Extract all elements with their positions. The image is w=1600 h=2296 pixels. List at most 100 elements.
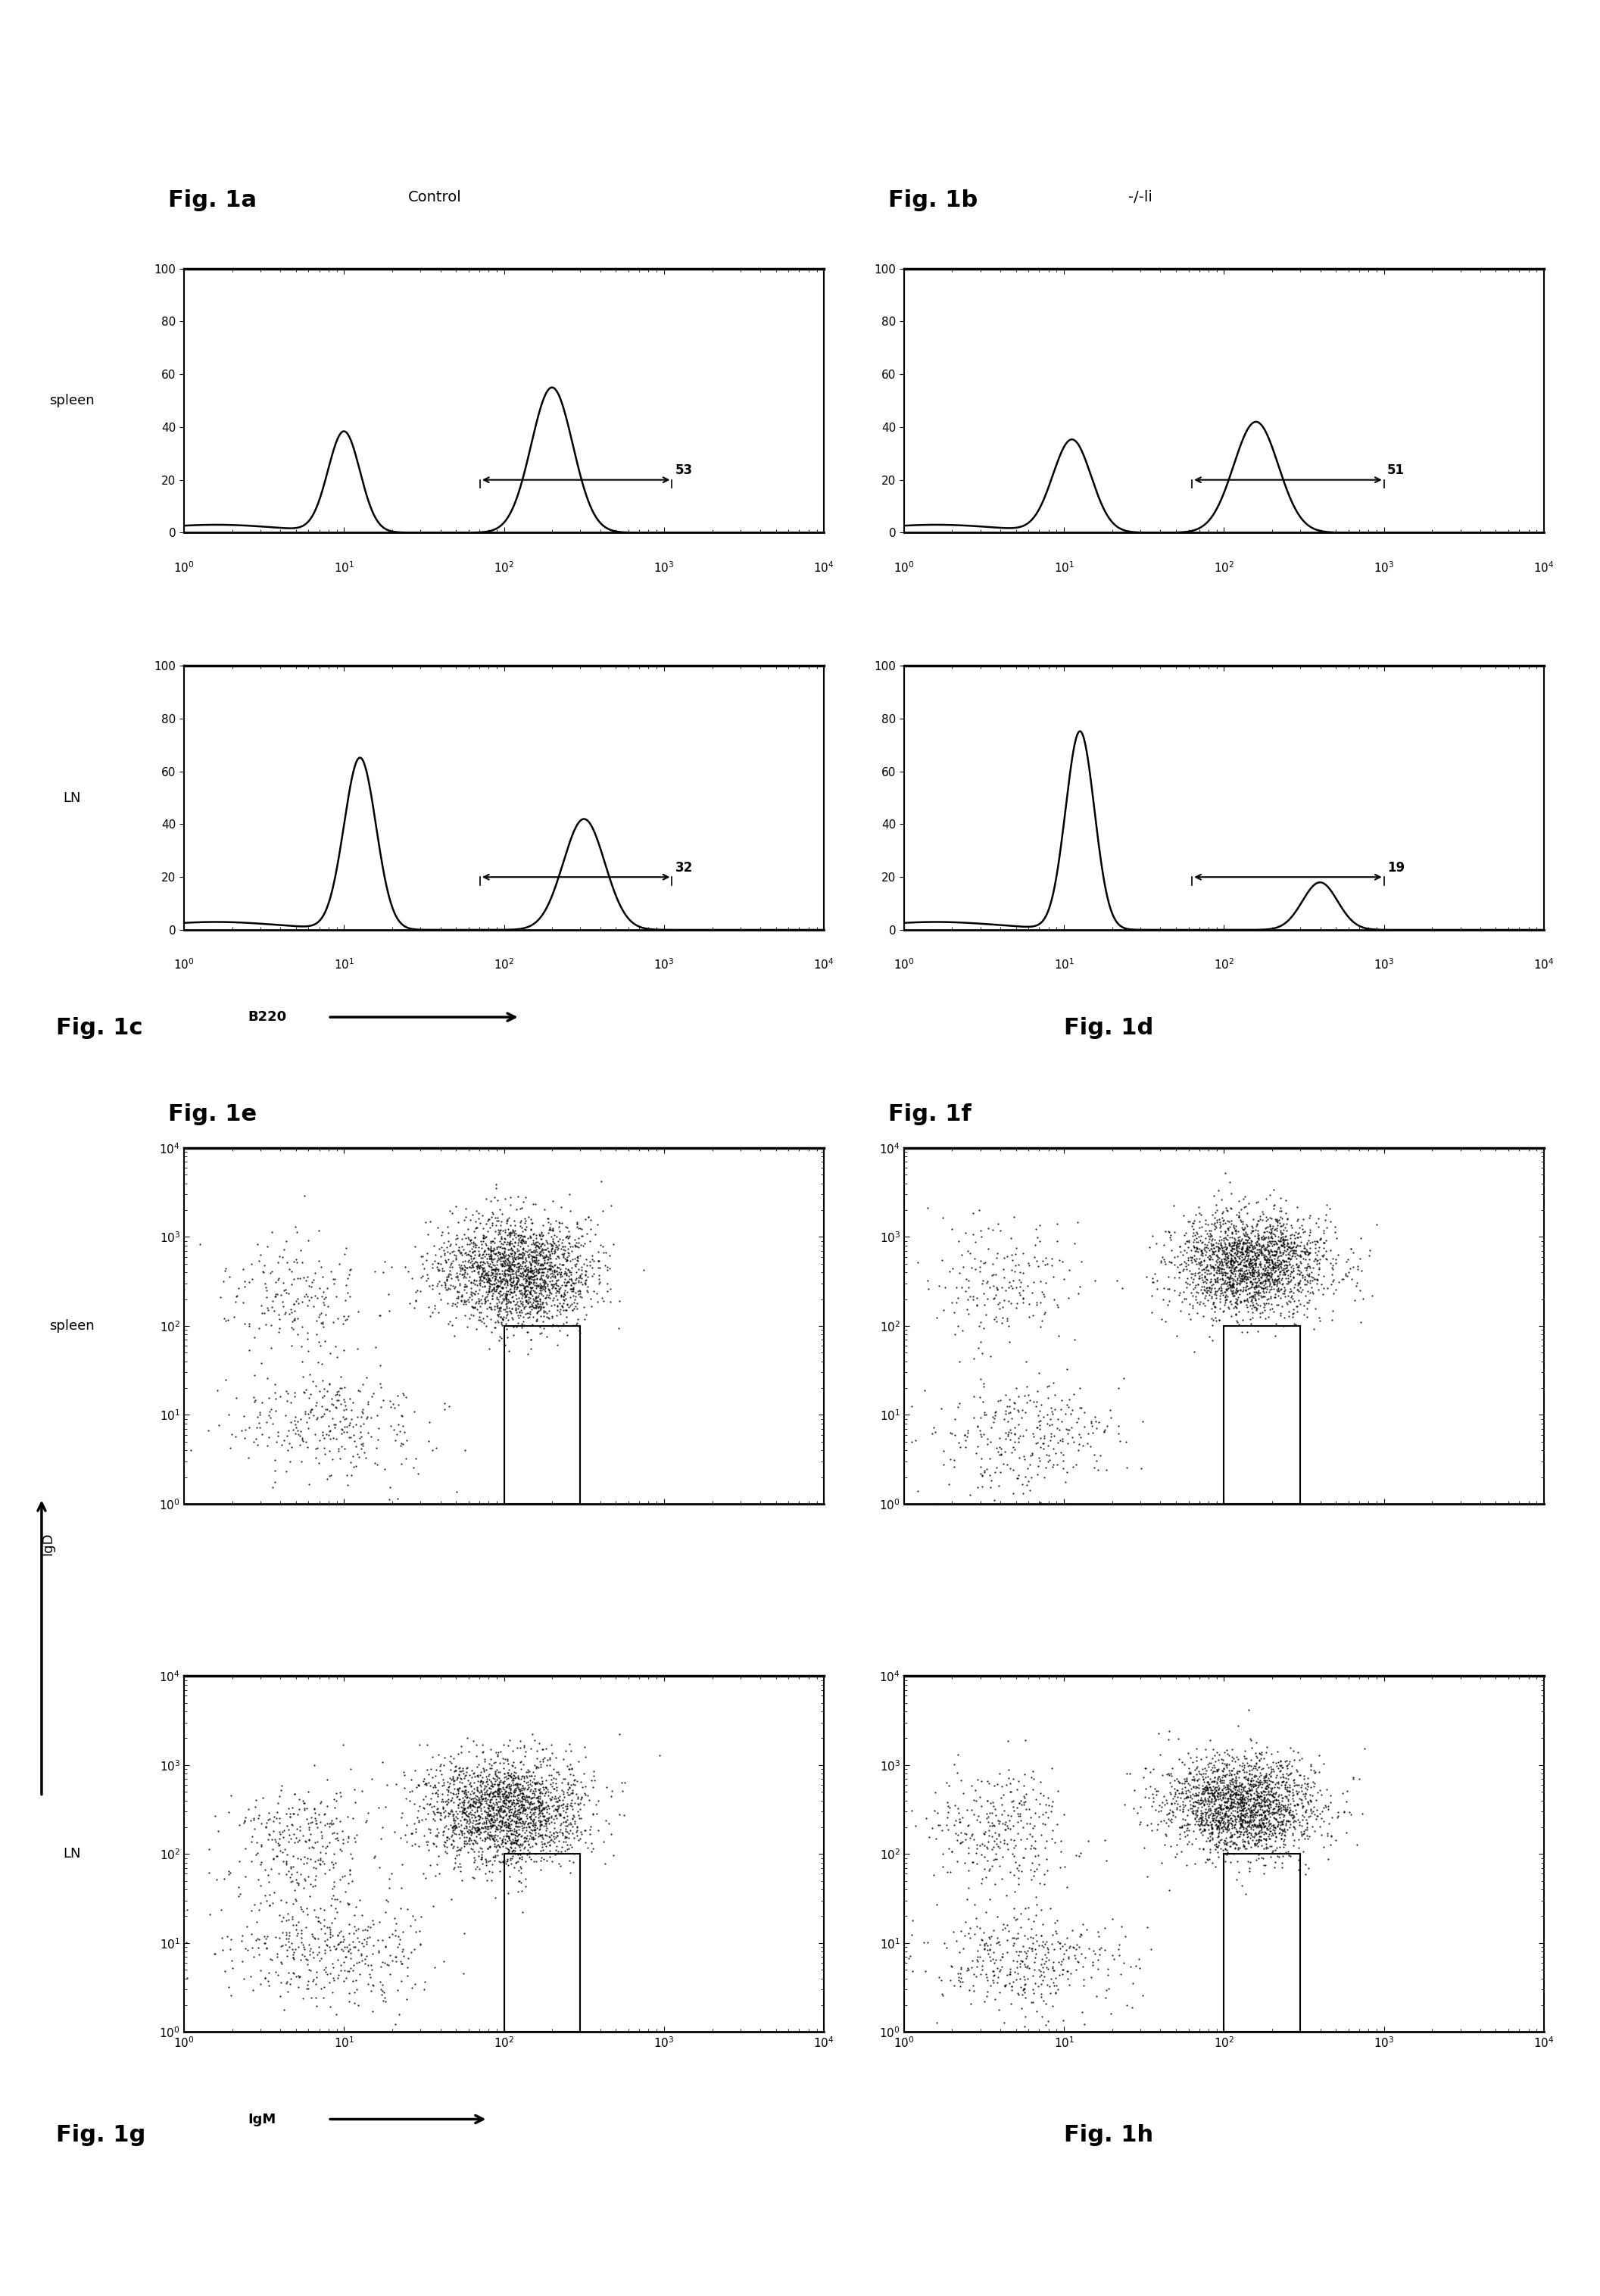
Point — [520, 1300, 546, 1336]
Point — [480, 1800, 506, 1837]
Point — [1262, 1238, 1288, 1274]
Point — [478, 1818, 504, 1855]
Point — [1258, 1775, 1283, 1812]
Point — [442, 1805, 467, 1841]
Point — [1254, 1791, 1280, 1828]
Point — [1256, 1795, 1282, 1832]
Point — [350, 1391, 376, 1428]
Point — [1259, 1212, 1285, 1249]
Point — [494, 1203, 520, 1240]
Point — [579, 1288, 605, 1325]
Point — [1256, 1261, 1282, 1297]
Point — [1269, 1814, 1294, 1851]
Point — [1221, 1242, 1246, 1279]
Point — [1248, 1809, 1274, 1846]
Point — [520, 1306, 546, 1343]
Point — [507, 1816, 533, 1853]
Point — [1194, 1768, 1219, 1805]
Point — [262, 1919, 288, 1956]
Point — [1222, 1786, 1248, 1823]
Point — [509, 1775, 534, 1812]
Point — [339, 1963, 365, 2000]
Point — [989, 1300, 1014, 1336]
Point — [426, 1763, 451, 1800]
Point — [232, 1929, 258, 1965]
Point — [1256, 1215, 1282, 1251]
Point — [914, 1800, 939, 1837]
Point — [290, 1283, 315, 1320]
Point — [525, 1254, 550, 1290]
Point — [334, 1798, 360, 1835]
Point — [1206, 1759, 1232, 1795]
Point — [216, 1396, 242, 1433]
Point — [1280, 1251, 1306, 1288]
Point — [510, 1782, 536, 1818]
Point — [1158, 1231, 1184, 1267]
Point — [1214, 1210, 1240, 1247]
Point — [1189, 1242, 1214, 1279]
Point — [1045, 1924, 1070, 1961]
Point — [227, 1876, 253, 1913]
Point — [1042, 1281, 1067, 1318]
Point — [422, 1818, 448, 1855]
Point — [522, 1770, 547, 1807]
Point — [1245, 1219, 1270, 1256]
Point — [461, 1224, 486, 1261]
Point — [438, 1818, 464, 1855]
Point — [446, 1782, 472, 1818]
Point — [1134, 1807, 1160, 1844]
Point — [1256, 1807, 1282, 1844]
Point — [1254, 1228, 1280, 1265]
Point — [246, 1309, 272, 1345]
Point — [499, 1821, 525, 1857]
Point — [520, 1238, 546, 1274]
Point — [304, 1398, 330, 1435]
Point — [515, 1295, 541, 1332]
Point — [994, 1766, 1019, 1802]
Point — [570, 1768, 595, 1805]
Point — [261, 1839, 286, 1876]
Point — [1261, 1814, 1286, 1851]
Point — [973, 1244, 998, 1281]
Point — [1211, 1756, 1237, 1793]
Point — [1011, 1786, 1037, 1823]
Point — [586, 1249, 611, 1286]
Point — [1170, 1743, 1195, 1779]
Point — [517, 1274, 542, 1311]
Point — [483, 1821, 509, 1857]
Point — [533, 1802, 558, 1839]
Point — [958, 1249, 984, 1286]
Point — [1205, 1265, 1230, 1302]
Point — [498, 1823, 523, 1860]
Point — [493, 1242, 518, 1279]
Point — [1219, 1240, 1245, 1277]
Point — [238, 1958, 264, 1995]
Point — [1030, 1398, 1056, 1435]
Point — [1166, 1809, 1192, 1846]
Point — [486, 1258, 512, 1295]
Point — [470, 1779, 496, 1816]
Point — [552, 1277, 578, 1313]
Point — [1266, 1272, 1291, 1309]
Point — [304, 1384, 330, 1421]
Point — [539, 1212, 565, 1249]
Point — [1194, 1754, 1219, 1791]
Point — [1197, 1795, 1222, 1832]
Point — [1253, 1256, 1278, 1293]
Point — [475, 1261, 501, 1297]
Point — [554, 1217, 579, 1254]
Point — [418, 1814, 443, 1851]
Point — [517, 1293, 542, 1329]
Point — [434, 1784, 459, 1821]
Point — [278, 1961, 304, 1998]
Point — [1267, 1212, 1293, 1249]
Point — [1202, 1277, 1227, 1313]
Point — [317, 1412, 342, 1449]
Point — [1016, 1463, 1042, 1499]
Point — [1245, 1798, 1270, 1835]
Point — [1254, 1258, 1280, 1295]
Point — [541, 1256, 566, 1293]
Point — [1181, 1203, 1206, 1240]
Point — [570, 1261, 595, 1297]
Point — [578, 1761, 603, 1798]
